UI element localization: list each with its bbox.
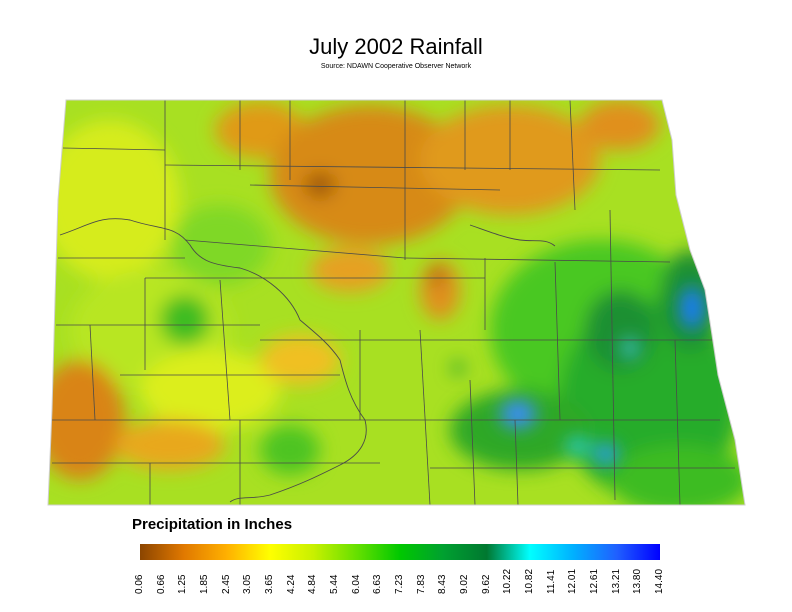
legend-tick-label: 6.04 [350,574,362,594]
legend-tick-label: 1.85 [199,574,210,594]
legend-title: Precipitation in Inches [132,516,293,533]
legend-tick-label: 14.40 [654,568,665,594]
legend-tick-label: 7.83 [415,574,427,594]
legend-tick-label: 13.80 [632,568,644,594]
county-lines [52,100,735,505]
legend-tick-label: 11.41 [545,569,557,594]
legend-color-bar [140,544,660,560]
map-subtitle: Source: NDAWN Cooperative Observer Netwo… [320,63,472,70]
legend-tick-label: 3.65 [264,574,275,594]
legend-tick-label: 3.05 [242,574,254,594]
missouri-river [59,218,367,503]
legend-tick-labels: 0.06 0.66 1.25 1.85 2.45 3.05 3.65 4.24 4.84 5.44… [134,562,665,602]
legend-tick-label: 2.45 [220,574,232,594]
legend-tick-label: 8.43 [437,574,449,594]
legend-tick-label: 4.24 [285,574,297,594]
legend-tick-label: 10.82 [524,568,535,594]
legend-tick-label: 12.61 [589,568,600,594]
legend-tick-label: 4.84 [307,574,319,594]
state-outline [47,99,746,506]
legend-tick-label: 0.66 [155,574,167,594]
legend-tick-label: 12.01 [567,568,579,594]
legend-tick-label: 9.02 [459,574,470,594]
legend-tick-label: 10.22 [502,568,514,594]
legend-tick-label: 6.63 [372,574,384,594]
legend-tick-label: 13.21 [610,568,622,594]
map-title: July 2002 Rainfall [309,34,483,59]
legend-tick-label: 1.25 [177,574,189,594]
legend-tick-label: 5.44 [329,574,340,594]
legend-tick-label: 7.23 [394,574,405,594]
devils-lake-outline [469,224,556,247]
precipitation-field [48,100,745,505]
legend-tick-label: 9.62 [480,574,492,594]
legend-tick-label: 0.06 [134,574,145,594]
